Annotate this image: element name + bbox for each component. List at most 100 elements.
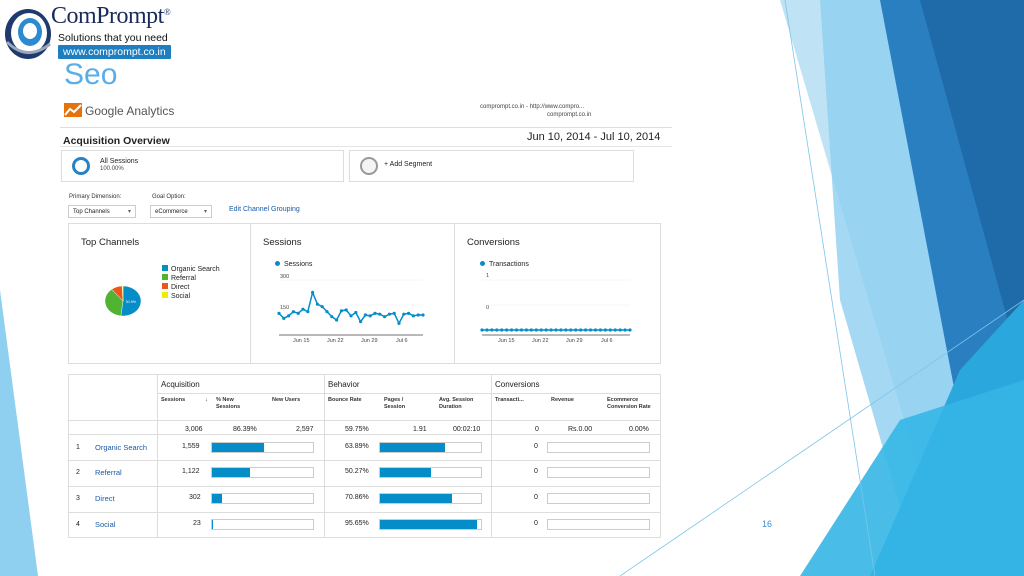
data-point[interactable]	[554, 328, 558, 332]
data-point[interactable]	[529, 328, 533, 332]
brand-tagline: Solutions that you need	[58, 32, 168, 44]
data-point[interactable]	[330, 315, 334, 319]
data-point[interactable]	[500, 328, 504, 332]
data-point[interactable]	[569, 328, 573, 332]
goal-option-select[interactable]: eCommerce ▾	[150, 205, 212, 218]
channel-link[interactable]: Referral	[95, 468, 122, 477]
data-point[interactable]	[603, 328, 607, 332]
date-range-picker[interactable]: Jun 10, 2014 - Jul 10, 2014	[527, 131, 661, 143]
y-tick-label: 300	[280, 274, 290, 280]
goal-option-value: eCommerce	[155, 209, 188, 215]
col-new-users[interactable]: New Users	[272, 397, 301, 403]
data-point[interactable]	[490, 328, 494, 332]
data-point[interactable]	[397, 321, 401, 325]
data-point[interactable]	[373, 311, 377, 315]
data-point[interactable]	[368, 314, 372, 318]
data-point[interactable]	[378, 312, 382, 316]
pie-slice-referral[interactable]	[104, 289, 124, 317]
ga-site-line[interactable]: comprompt.co.in - http://www.compro...	[480, 104, 585, 110]
sort-desc-icon: ↓	[205, 397, 208, 403]
data-point[interactable]	[608, 328, 612, 332]
channel-link[interactable]: Direct	[95, 494, 115, 503]
pie-slice-organic-search[interactable]	[120, 285, 142, 317]
data-point[interactable]	[301, 307, 305, 311]
data-point[interactable]	[510, 328, 514, 332]
total-bounce-rate: 59.75%	[345, 426, 369, 433]
data-point[interactable]	[392, 311, 396, 315]
data-point[interactable]	[598, 328, 602, 332]
channel-link[interactable]: Social	[95, 520, 116, 529]
top-channels-pie-chart[interactable]: 51.9%	[103, 284, 143, 318]
data-point[interactable]	[539, 328, 543, 332]
data-point[interactable]	[411, 314, 415, 318]
data-point[interactable]	[311, 290, 315, 295]
transactions-bar	[547, 493, 650, 504]
data-point[interactable]	[549, 328, 553, 332]
legend-organic-search: Organic Search	[162, 265, 220, 273]
data-point[interactable]	[480, 328, 484, 332]
brand-name: ComPrompt®	[51, 3, 171, 29]
bounce-rate-bar	[379, 493, 482, 504]
data-point[interactable]	[416, 313, 420, 317]
data-point[interactable]	[287, 314, 291, 318]
data-point[interactable]	[363, 313, 367, 317]
data-point[interactable]	[534, 328, 538, 332]
col-avg-duration[interactable]: Avg. Session Duration	[439, 397, 474, 410]
data-point[interactable]	[402, 312, 406, 316]
data-point[interactable]	[495, 328, 499, 332]
col-revenue[interactable]: Revenue	[551, 397, 574, 403]
sessions-line-chart[interactable]	[276, 274, 426, 336]
col-bounce-rate[interactable]: Bounce Rate	[328, 397, 362, 403]
data-point[interactable]	[421, 313, 425, 317]
data-point[interactable]	[519, 328, 524, 332]
data-point[interactable]	[623, 328, 627, 332]
data-point[interactable]	[544, 328, 548, 332]
col-sessions[interactable]: Sessions ↓	[161, 397, 208, 403]
col-ecommerce-rate[interactable]: Ecommerce Conversion Rate	[607, 397, 651, 410]
panel-title: Sessions	[263, 237, 302, 248]
data-point[interactable]	[282, 316, 286, 320]
col-transactions[interactable]: Transacti...	[495, 397, 524, 403]
transactions-line-chart[interactable]	[480, 274, 632, 336]
data-point[interactable]	[349, 314, 353, 318]
data-point[interactable]	[628, 328, 632, 332]
edit-channel-grouping-link[interactable]: Edit Channel Grouping	[229, 206, 300, 213]
x-tick-label: Jun 15	[498, 338, 515, 344]
data-point[interactable]	[505, 328, 509, 332]
data-point[interactable]	[579, 328, 583, 332]
primary-dimension-select[interactable]: Top Channels ▾	[68, 205, 136, 218]
data-point[interactable]	[335, 318, 339, 322]
data-point[interactable]	[613, 328, 617, 332]
data-point[interactable]	[277, 311, 281, 315]
segment-all-sessions[interactable]: All Sessions 100.00%	[61, 150, 344, 182]
col-new-sessions[interactable]: % New Sessions	[216, 397, 241, 410]
row-transactions: 0	[534, 520, 538, 527]
data-point[interactable]	[564, 328, 568, 332]
data-point[interactable]	[514, 328, 519, 332]
data-point[interactable]	[559, 328, 563, 332]
data-point[interactable]	[584, 328, 588, 332]
data-point[interactable]	[588, 328, 593, 332]
data-point[interactable]	[359, 320, 363, 324]
channel-link[interactable]: Organic Search	[95, 443, 148, 452]
data-point[interactable]	[325, 310, 329, 314]
data-point[interactable]	[574, 328, 578, 332]
data-point[interactable]	[407, 311, 411, 315]
data-point[interactable]	[618, 328, 622, 332]
data-point[interactable]	[485, 328, 489, 332]
data-point[interactable]	[315, 302, 319, 306]
data-point[interactable]	[593, 328, 598, 332]
data-point[interactable]	[354, 310, 358, 315]
data-point[interactable]	[320, 305, 324, 309]
pie-slice-social[interactable]	[121, 285, 124, 302]
data-point[interactable]	[296, 311, 300, 315]
data-point[interactable]	[383, 315, 387, 319]
data-point[interactable]	[524, 328, 528, 332]
data-point[interactable]	[339, 309, 343, 313]
data-point[interactable]	[306, 310, 310, 314]
data-point[interactable]	[291, 310, 295, 314]
data-point[interactable]	[387, 312, 391, 316]
add-segment-button[interactable]: + Add Segment	[349, 150, 634, 182]
col-pages-session[interactable]: Pages / Session	[384, 397, 406, 410]
data-point[interactable]	[344, 308, 348, 312]
